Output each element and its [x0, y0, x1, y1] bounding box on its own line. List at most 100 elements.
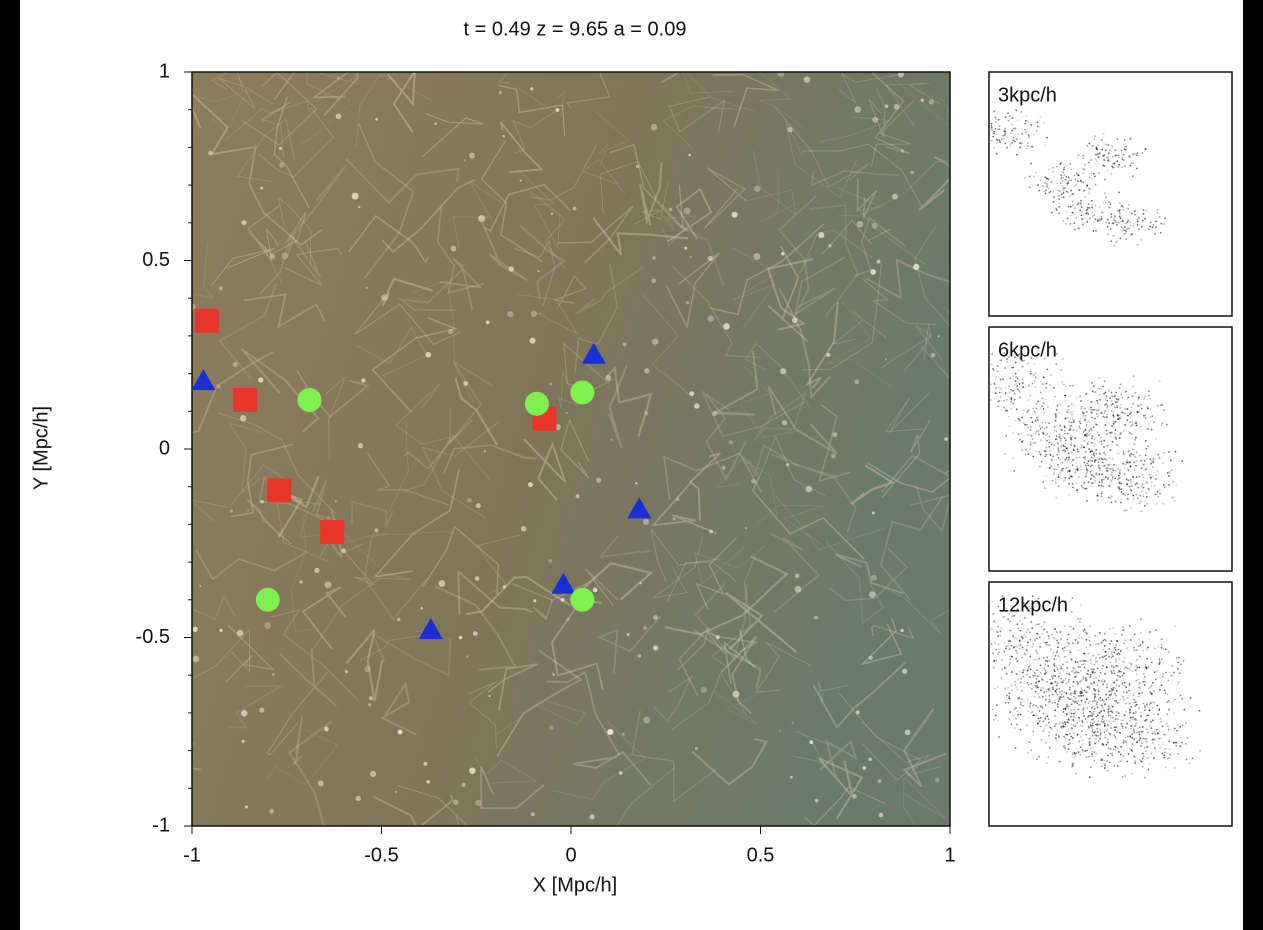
filament	[688, 452, 721, 522]
particle	[1072, 459, 1074, 462]
particle	[1142, 209, 1145, 211]
particle	[1146, 745, 1148, 748]
particle	[1118, 684, 1120, 687]
halo	[485, 320, 490, 325]
particle	[1027, 409, 1030, 412]
particle	[1135, 436, 1137, 439]
filament	[716, 458, 778, 517]
particle	[1089, 478, 1092, 480]
particle	[1066, 721, 1069, 724]
particle	[1133, 213, 1136, 216]
particle	[1015, 649, 1017, 652]
particle	[1107, 159, 1110, 162]
particle	[1016, 623, 1019, 626]
particle	[1022, 675, 1025, 678]
particle	[1143, 459, 1146, 462]
halo	[855, 710, 860, 715]
particle	[1061, 381, 1064, 383]
particle	[1072, 691, 1075, 694]
filament	[792, 462, 857, 533]
filament	[778, 287, 831, 400]
particle	[1122, 750, 1125, 752]
particle	[1118, 386, 1121, 389]
particle	[1099, 686, 1102, 689]
particle	[1080, 690, 1082, 693]
halo	[643, 716, 651, 724]
filament	[345, 629, 384, 702]
particle	[1160, 684, 1163, 687]
particle	[1046, 715, 1049, 717]
particle	[1108, 485, 1111, 487]
halo	[928, 99, 935, 105]
particle	[1021, 416, 1024, 419]
particle	[1146, 714, 1149, 717]
particle	[1110, 443, 1113, 446]
particle	[1102, 385, 1104, 388]
particle	[1145, 492, 1148, 495]
halo	[832, 432, 838, 438]
particle	[1132, 712, 1135, 714]
particle	[1025, 649, 1028, 652]
particle	[1122, 451, 1125, 453]
particle	[1094, 734, 1097, 737]
particle	[1069, 205, 1072, 208]
particle	[1104, 410, 1107, 413]
filament	[295, 369, 370, 418]
particle	[1030, 416, 1033, 419]
particle	[1103, 464, 1106, 467]
particle	[1072, 449, 1075, 451]
particle	[1048, 467, 1051, 470]
particle	[1063, 691, 1066, 694]
particle	[1134, 213, 1137, 216]
particle	[1110, 656, 1113, 659]
particle	[1054, 655, 1057, 657]
particle	[1115, 221, 1117, 224]
particle	[1105, 743, 1108, 746]
particle	[1135, 167, 1138, 170]
particle	[1102, 656, 1104, 659]
particle	[1178, 744, 1181, 747]
particle	[990, 399, 992, 401]
particle	[1038, 451, 1041, 453]
particle	[990, 383, 992, 386]
particle	[1117, 399, 1120, 401]
particle	[1138, 411, 1141, 413]
particle	[1024, 653, 1027, 656]
particle	[1114, 469, 1117, 472]
particle	[1142, 755, 1145, 758]
particle	[1129, 482, 1132, 484]
particle	[1134, 718, 1137, 721]
particle	[1009, 658, 1012, 661]
particle	[1118, 658, 1121, 661]
particle	[1072, 429, 1075, 431]
particle	[1118, 202, 1121, 205]
particle	[1131, 750, 1134, 753]
particle	[1131, 233, 1134, 235]
particle	[1021, 382, 1024, 384]
particle	[1125, 230, 1128, 233]
filament	[487, 663, 538, 711]
particle	[1007, 686, 1010, 689]
particle	[1064, 426, 1066, 429]
particle	[1038, 189, 1040, 192]
particle	[1075, 396, 1078, 399]
particle	[1097, 156, 1100, 159]
particle	[1119, 668, 1122, 670]
particle	[1089, 673, 1092, 676]
particle	[1092, 426, 1095, 429]
particle	[1091, 482, 1094, 484]
particle	[1047, 187, 1050, 190]
filament	[819, 116, 890, 143]
particle	[1052, 386, 1055, 389]
particle	[1107, 477, 1109, 479]
particle	[1119, 675, 1121, 678]
halo	[324, 581, 332, 589]
particle	[1131, 448, 1134, 451]
halo	[900, 149, 905, 153]
halo	[676, 497, 680, 501]
particle	[1091, 381, 1093, 384]
particle	[1141, 742, 1143, 745]
halo	[920, 98, 925, 103]
halo	[626, 633, 630, 637]
filament	[372, 794, 454, 826]
